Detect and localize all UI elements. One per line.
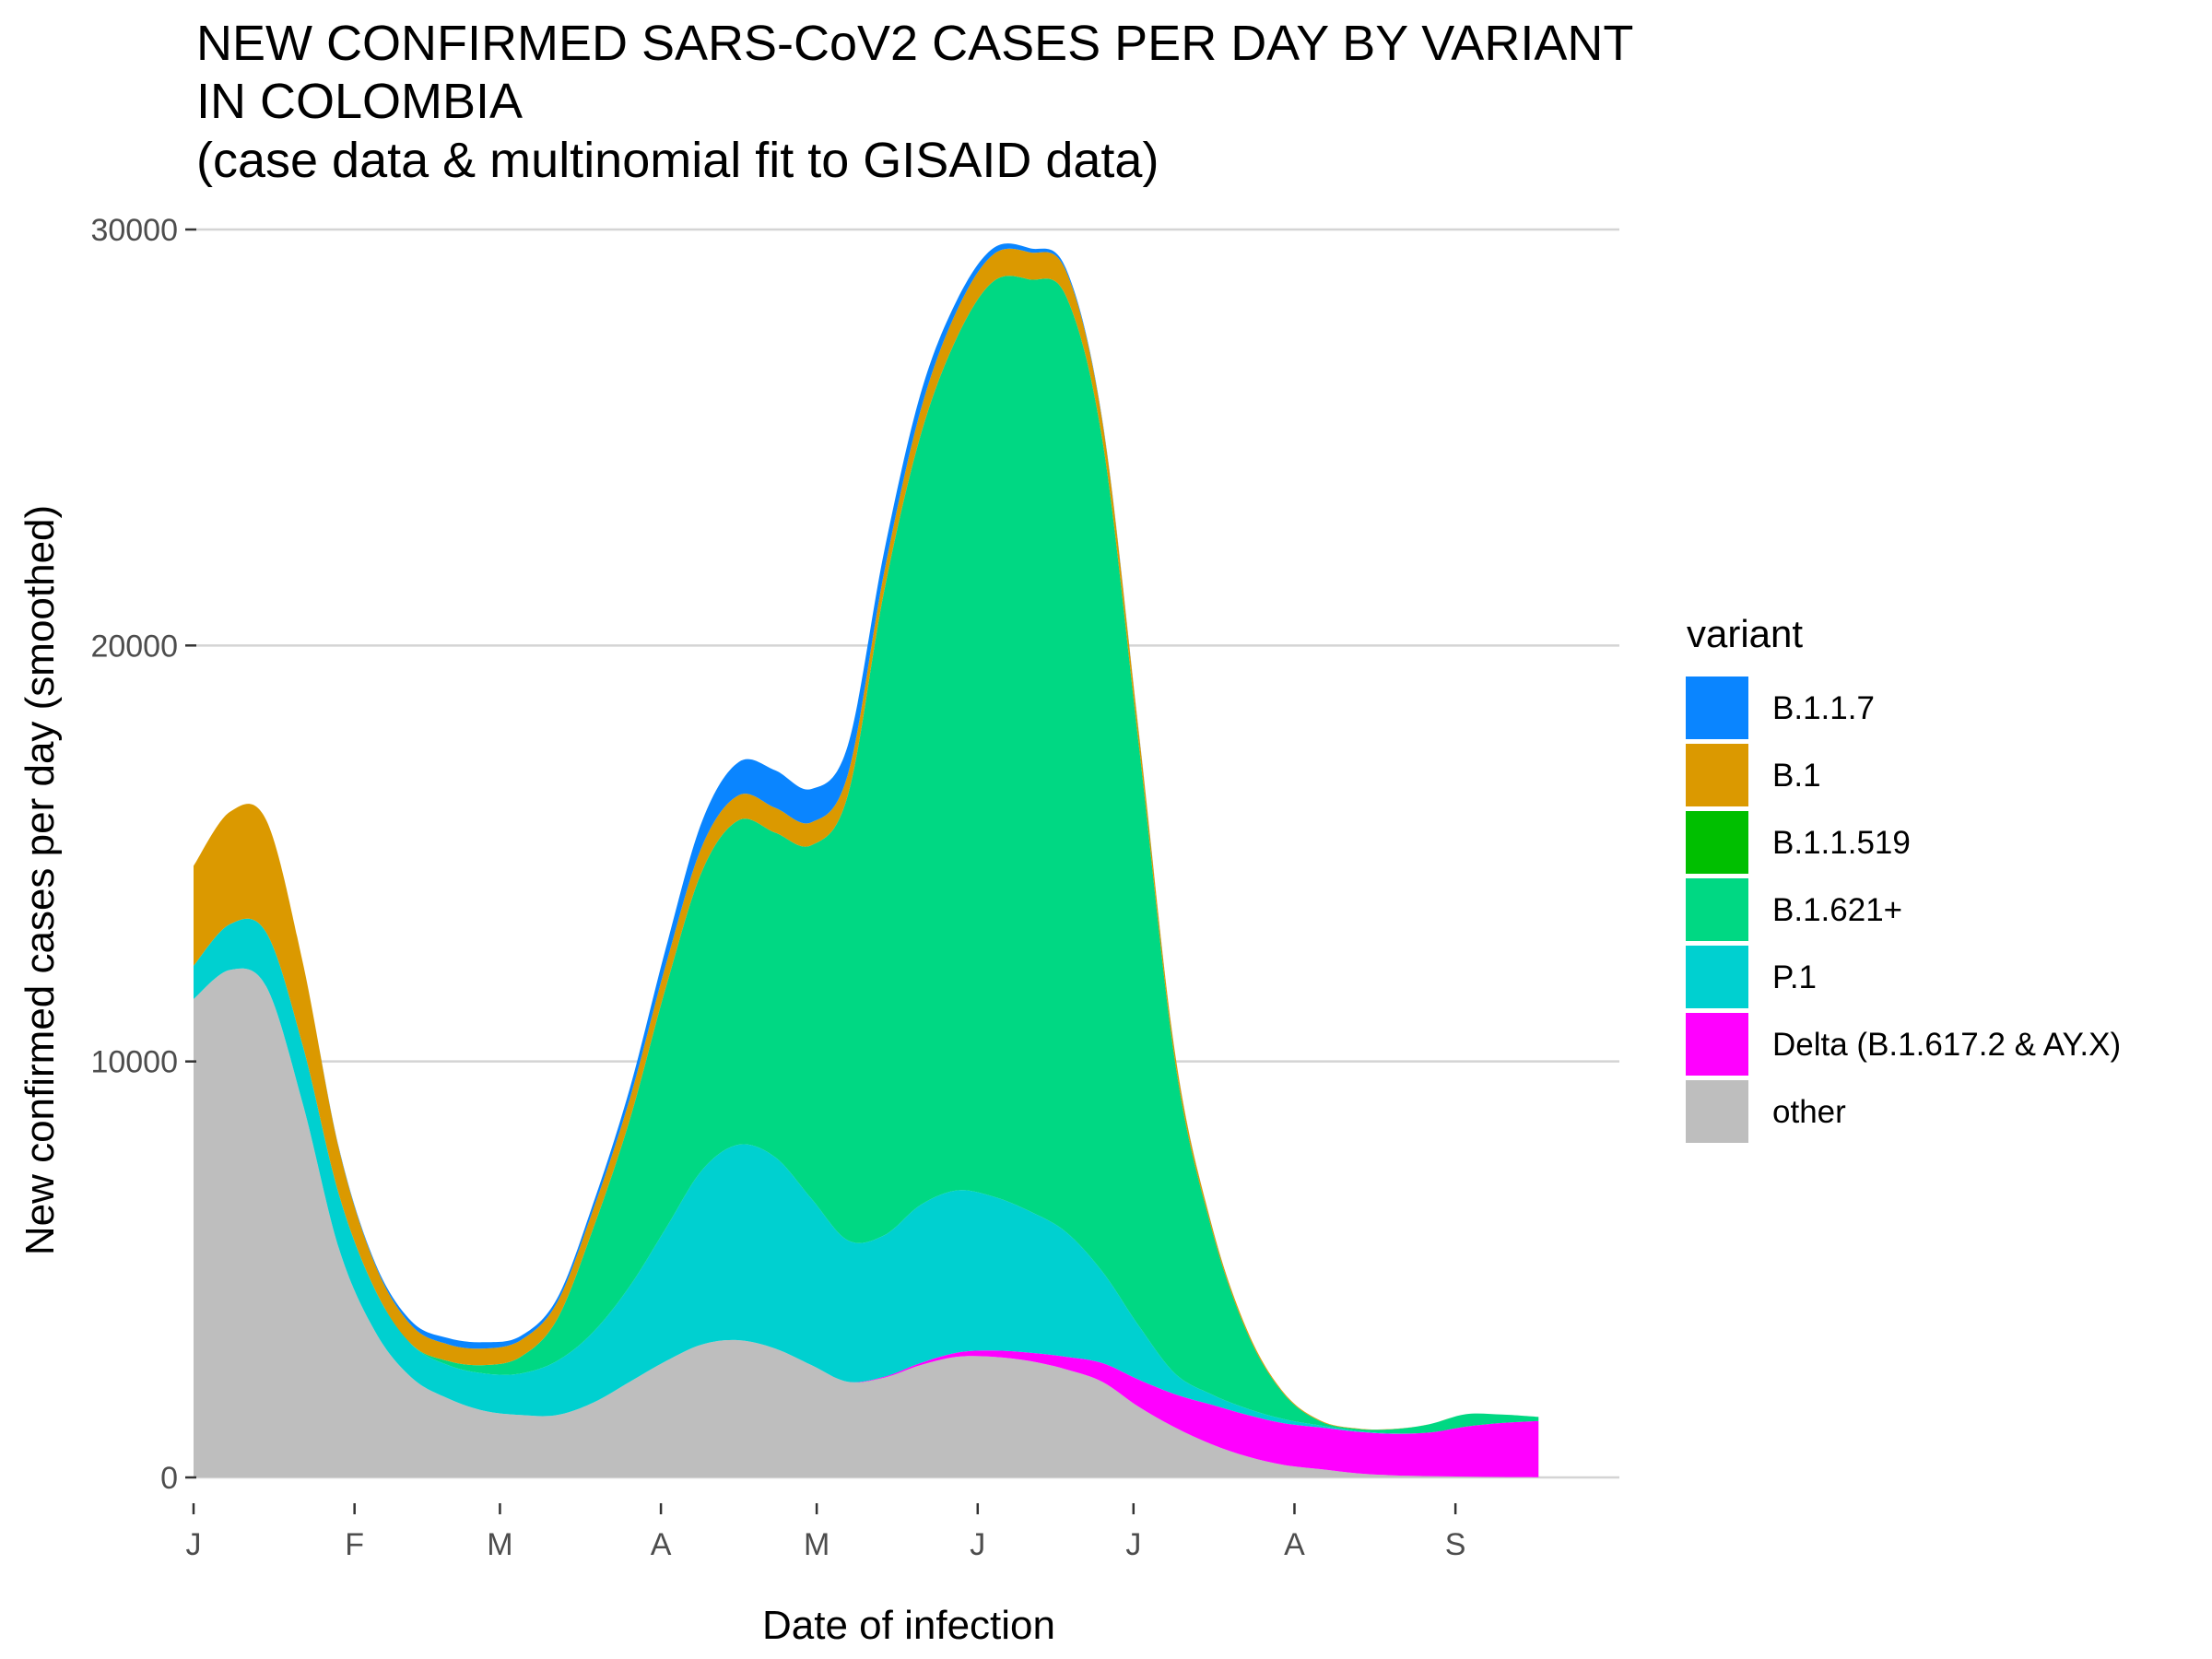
legend-swatch-b-1 bbox=[1686, 744, 1748, 806]
x-tick-label-2: M bbox=[487, 1527, 512, 1562]
legend-swatch-b-1-621 bbox=[1686, 878, 1748, 941]
legend-swatch-b-1-1-7 bbox=[1686, 677, 1748, 739]
legend-title: variant bbox=[1687, 612, 1803, 655]
chart-title-line-3: (case data & multinomial fit to GISAID d… bbox=[196, 133, 1159, 188]
legend-swatch-delta-b-1-617-2-ay-x bbox=[1686, 1013, 1748, 1076]
chart-title: NEW CONFIRMED SARS-CoV2 CASES PER DAY BY… bbox=[196, 16, 1633, 188]
legend-label-b-1-1-519: B.1.1.519 bbox=[1772, 825, 1911, 861]
y-tick-label-3: 30000 bbox=[90, 213, 178, 248]
area-other bbox=[194, 968, 1539, 1477]
x-tick-label-4: M bbox=[804, 1527, 830, 1562]
chart-title-line-2: IN COLOMBIA bbox=[196, 74, 523, 129]
area-b-1-621 bbox=[194, 276, 1539, 1434]
legend-label-other: other bbox=[1772, 1094, 1846, 1130]
x-tick-label-8: S bbox=[1445, 1527, 1466, 1562]
y-tick-label-0: 0 bbox=[160, 1461, 178, 1496]
area-p-1 bbox=[194, 918, 1539, 1434]
x-tick-label-5: J bbox=[970, 1527, 985, 1562]
legend-label-b-1-1-7: B.1.1.7 bbox=[1772, 690, 1875, 726]
y-tick-label-1: 10000 bbox=[90, 1045, 178, 1080]
x-tick-label-3: A bbox=[651, 1527, 672, 1562]
x-tick-label-7: A bbox=[1284, 1527, 1305, 1562]
x-tick-label-0: J bbox=[186, 1527, 202, 1562]
legend-label-b-1-621: B.1.621+ bbox=[1772, 892, 1902, 928]
legend: variant B.1.1.7 B.1 B.1.1.519 B.1.621+ P.1 De… bbox=[1686, 612, 2121, 1143]
legend-label-b-1: B.1 bbox=[1772, 758, 1821, 794]
x-tick-label-1: F bbox=[345, 1527, 364, 1562]
x-tick-label-6: J bbox=[1125, 1527, 1141, 1562]
y-axis-title: New confirmed cases per day (smoothed) bbox=[18, 505, 63, 1255]
legend-swatch-other bbox=[1686, 1080, 1748, 1143]
y-tick-label-2: 20000 bbox=[90, 629, 178, 664]
legend-label-delta-b-1-617-2-ay-x: Delta (B.1.617.2 & AY.X) bbox=[1772, 1027, 2121, 1063]
x-axis-title: Date of infection bbox=[762, 1603, 1055, 1648]
legend-swatch-p-1 bbox=[1686, 946, 1748, 1008]
stacked-areas bbox=[194, 243, 1539, 1477]
y-axis: 0 10000 20000 30000 bbox=[90, 213, 196, 1496]
chart-title-line-1: NEW CONFIRMED SARS-CoV2 CASES PER DAY BY… bbox=[196, 16, 1633, 71]
legend-swatch-b-1-1-519 bbox=[1686, 811, 1748, 874]
legend-label-p-1: P.1 bbox=[1772, 959, 1817, 995]
